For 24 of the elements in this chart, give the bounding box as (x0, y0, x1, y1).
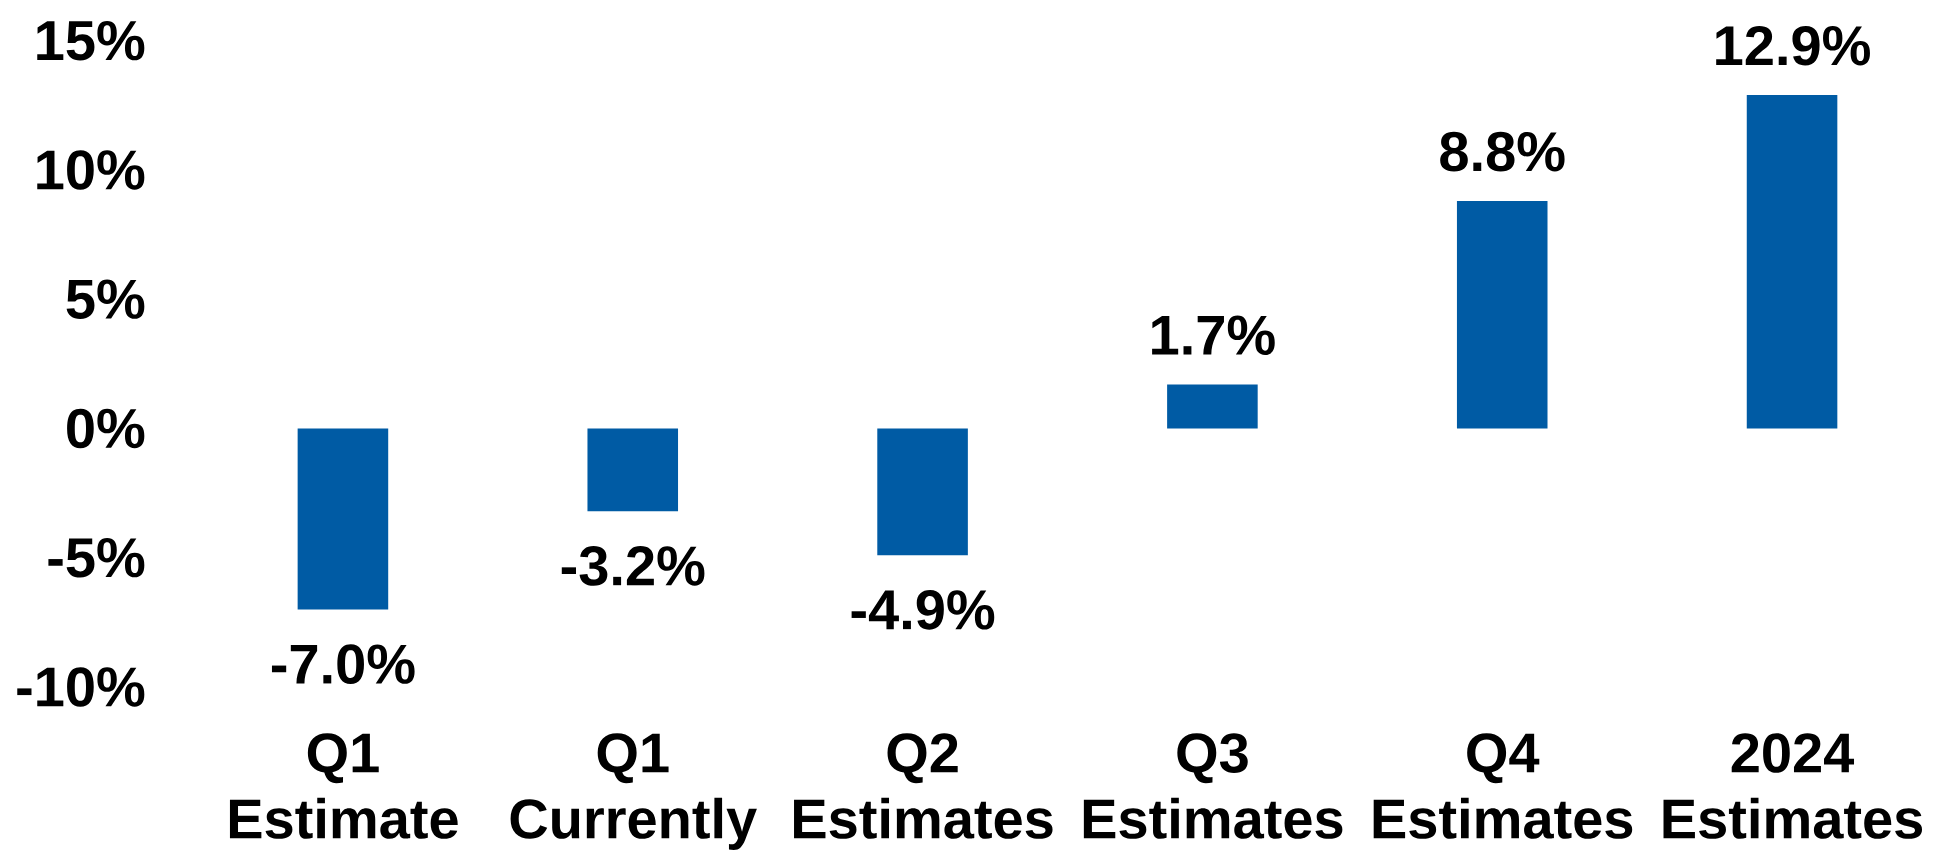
y-tick-label: 5% (66, 279, 145, 319)
data-label: -4.9% (851, 590, 995, 630)
data-label: -3.2% (561, 546, 705, 586)
y-tick-label: -10% (17, 667, 145, 707)
x-tick-label: Q1 Estimate (229, 733, 458, 839)
data-label: -7.0% (271, 644, 415, 684)
y-tick-label: -5% (48, 537, 145, 578)
bar (1746, 94, 1838, 429)
x-tick-label: Q1 Currently (510, 733, 757, 850)
bar (297, 428, 389, 610)
data-label: 1.7% (1152, 315, 1275, 355)
bar (1456, 200, 1548, 429)
x-tick-label: 2024 Estimates (1663, 733, 1923, 839)
data-label: 8.8% (1440, 131, 1565, 172)
y-tick-label: 10% (37, 150, 145, 190)
y-tick-label: 15% (37, 20, 145, 61)
bar (1167, 384, 1258, 429)
x-tick-label: Q2 Estimates (794, 733, 1053, 839)
x-tick-label: Q3 Estimates (1083, 733, 1343, 839)
y-tick-label: 0% (67, 408, 145, 449)
data-label: 12.9% (1716, 25, 1870, 66)
bar (587, 428, 679, 512)
x-tick-label: Q4 Estimates (1373, 733, 1633, 839)
bar (877, 428, 968, 556)
